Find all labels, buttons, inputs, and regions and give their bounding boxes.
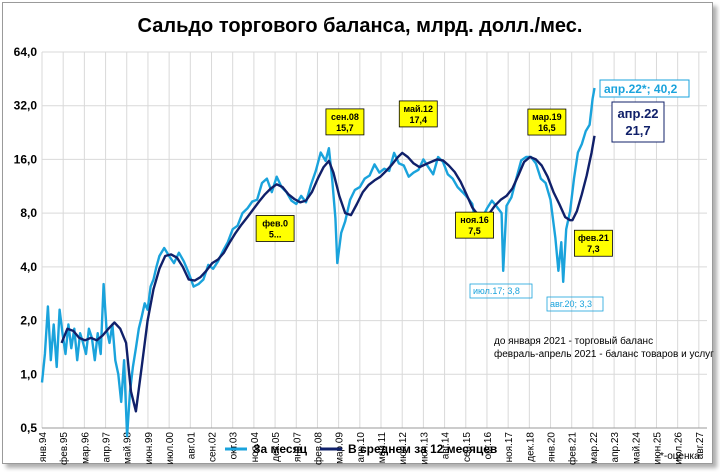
callout-value: 7,5 <box>468 226 481 236</box>
callout-date: ноя.16 <box>460 215 489 225</box>
x-tick-label: янв.07 <box>292 432 303 463</box>
callout-value: 7,3 <box>587 244 600 254</box>
note-aug20-box <box>546 296 604 312</box>
y-axis-ticks: 0,5 1,0 2,0 4,0 8,0 16,0 32,0 64,0 <box>14 45 38 435</box>
callout-box <box>574 229 613 257</box>
x-tick-label: мар.96 <box>80 432 91 464</box>
latest-avg-month: апр.22 <box>617 106 658 121</box>
y-tick-label: 1,0 <box>20 367 37 381</box>
x-tick-label: янв.20 <box>547 432 558 463</box>
x-tick-label: окт.16 <box>483 432 494 460</box>
y-tick-label: 32,0 <box>14 99 38 113</box>
x-tick-label: дек.18 <box>525 432 536 462</box>
x-axis-ticks: янв.94 фев.95 мар.96 апр.97 май.98 июн.99 июл.… <box>38 432 706 465</box>
callout-box <box>255 215 295 242</box>
legend-label-avg: В среднем за 12 месяцев <box>348 442 497 456</box>
x-tick-label: апр.23 <box>610 432 621 463</box>
source-note-2: февраль-апрель 2021 - баланс товаров и у… <box>494 348 714 360</box>
x-tick-label: дек.05 <box>271 432 282 462</box>
latest-month-box <box>599 79 690 98</box>
x-tick-label: май.11 <box>377 432 388 464</box>
source-note-1: до января 2021 - торговый баланс <box>494 335 653 347</box>
x-tick-label: янв.94 <box>38 432 49 463</box>
x-tick-label: авг.01 <box>186 432 197 460</box>
series-line-avg <box>60 135 596 413</box>
x-tick-label: июл.26 <box>674 432 685 465</box>
x-tick-label: ноя.17 <box>504 432 515 463</box>
callout-box <box>455 211 494 239</box>
series-line-monthly <box>40 87 596 438</box>
latest-avg-value: 21,7 <box>625 123 650 138</box>
note-jul17-box <box>469 283 533 299</box>
legend-label-monthly: За месяц <box>253 442 308 456</box>
x-tick-label: сен.02 <box>208 432 219 462</box>
x-tick-label: апр.97 <box>102 432 113 463</box>
callout-value: 5... <box>269 229 282 239</box>
callout-value: 16,5 <box>538 123 556 133</box>
callout-box <box>325 108 365 136</box>
footnote: *-оценка <box>660 451 700 462</box>
x-tick-label: сен.15 <box>462 432 473 462</box>
callout-box <box>398 100 438 128</box>
x-tick-label: июл.00 <box>165 432 176 465</box>
latest-month-label: апр.22*; 40,2 <box>604 82 678 96</box>
note-aug20: авг.20; 3,3 <box>550 299 592 309</box>
y-tick-label: 64,0 <box>14 45 38 59</box>
x-tick-label: фев.08 <box>312 432 324 465</box>
x-tick-label: фев.21 <box>567 432 579 465</box>
callout-date: фев.0 <box>262 218 288 228</box>
latest-avg-box <box>611 101 665 143</box>
x-tick-label: авг.14 <box>441 432 452 460</box>
y-tick-label: 2,0 <box>20 314 37 328</box>
x-tick-label: фев.95 <box>58 432 70 465</box>
x-tick-label: ноя.04 <box>250 432 261 463</box>
callout-date: мар.19 <box>532 112 562 122</box>
x-tick-label: июн.12 <box>398 432 409 465</box>
x-tick-label: авг.27 <box>695 432 706 460</box>
y-tick-label: 0,5 <box>20 421 37 435</box>
x-tick-label: окт.03 <box>229 432 240 460</box>
note-jul17: июл.17; 3,8 <box>473 286 520 296</box>
callout-date: фев.21 <box>578 233 609 243</box>
callout-box <box>527 108 567 136</box>
y-tick-label: 4,0 <box>20 260 37 274</box>
x-tick-label: апр.10 <box>356 432 367 463</box>
callout-value: 15,7 <box>336 123 354 133</box>
callout-date: сен.08 <box>331 112 359 122</box>
x-tick-label: май.98 <box>123 432 134 464</box>
series-group <box>40 87 596 438</box>
x-tick-label: май.24 <box>631 432 642 464</box>
x-tick-label: июл.13 <box>419 432 430 465</box>
y-tick-label: 16,0 <box>14 152 38 166</box>
chart-title: Сальдо торгового баланса, млрд. долл./ме… <box>138 15 583 37</box>
callout-date: май.12 <box>403 104 433 114</box>
x-tick-label: мар.22 <box>589 432 600 464</box>
y-tick-label: 8,0 <box>20 206 37 220</box>
x-tick-label: июн.99 <box>144 432 155 465</box>
x-tick-label: июн.25 <box>652 432 663 465</box>
callout-value: 17,4 <box>410 115 428 125</box>
